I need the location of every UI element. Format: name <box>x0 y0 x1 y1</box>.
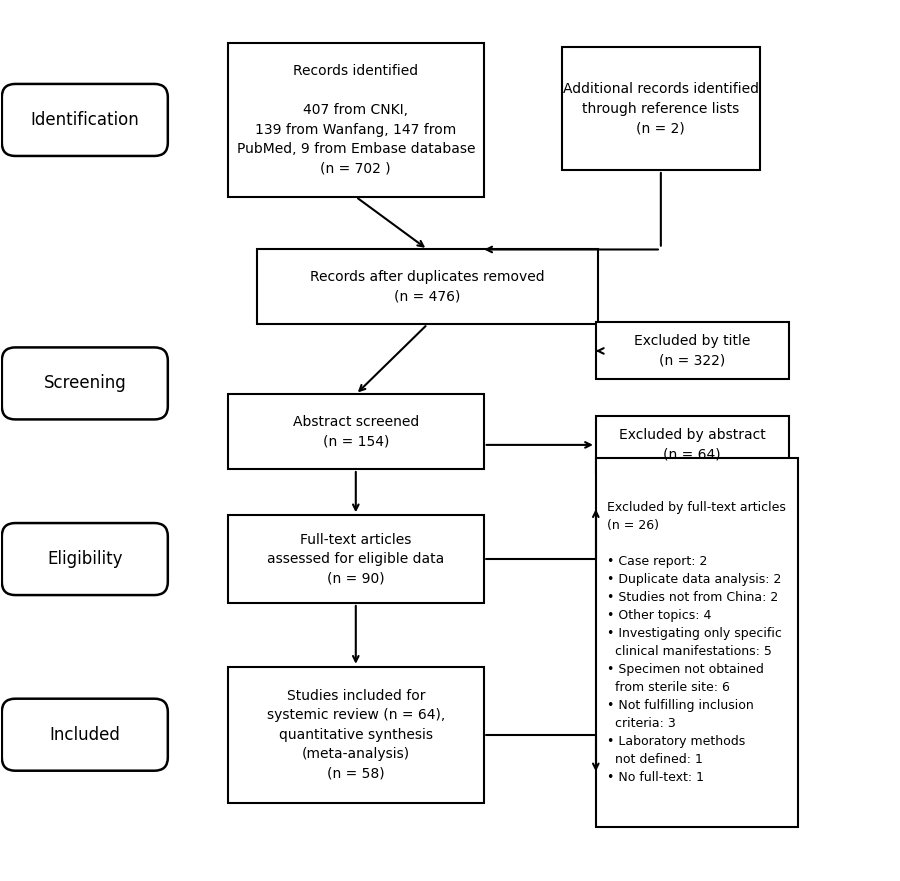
FancyBboxPatch shape <box>228 515 483 603</box>
Text: Records after duplicates removed
(n = 476): Records after duplicates removed (n = 47… <box>310 270 544 304</box>
FancyBboxPatch shape <box>228 667 483 803</box>
FancyBboxPatch shape <box>596 417 788 473</box>
Text: Eligibility: Eligibility <box>47 550 122 568</box>
FancyBboxPatch shape <box>562 47 760 170</box>
Text: Excluded by title
(n = 322): Excluded by title (n = 322) <box>634 334 751 367</box>
Text: Screening: Screening <box>43 374 126 392</box>
Text: Identification: Identification <box>31 111 140 129</box>
FancyBboxPatch shape <box>596 458 797 827</box>
FancyBboxPatch shape <box>2 347 167 419</box>
FancyBboxPatch shape <box>2 84 167 156</box>
FancyBboxPatch shape <box>2 699 167 771</box>
FancyBboxPatch shape <box>596 322 788 380</box>
Text: Included: Included <box>50 726 121 744</box>
Text: Studies included for
systemic review (n = 64),
quantitative synthesis
(meta-anal: Studies included for systemic review (n … <box>266 689 445 781</box>
FancyBboxPatch shape <box>228 395 483 469</box>
FancyBboxPatch shape <box>228 43 483 196</box>
Text: Additional records identified
through reference lists
(n = 2): Additional records identified through re… <box>562 82 759 135</box>
Text: Records identified

407 from CNKI,
139 from Wanfang, 147 from
PubMed, 9 from Emb: Records identified 407 from CNKI, 139 fr… <box>237 64 475 175</box>
FancyBboxPatch shape <box>257 249 598 324</box>
FancyBboxPatch shape <box>2 523 167 595</box>
Text: Excluded by abstract
(n = 64): Excluded by abstract (n = 64) <box>619 428 766 462</box>
Text: Full-text articles
assessed for eligible data
(n = 90): Full-text articles assessed for eligible… <box>267 532 445 586</box>
Text: Excluded by full-text articles
(n = 26)

• Case report: 2
• Duplicate data analy: Excluded by full-text articles (n = 26) … <box>607 501 786 784</box>
Text: Abstract screened
(n = 154): Abstract screened (n = 154) <box>292 415 418 448</box>
